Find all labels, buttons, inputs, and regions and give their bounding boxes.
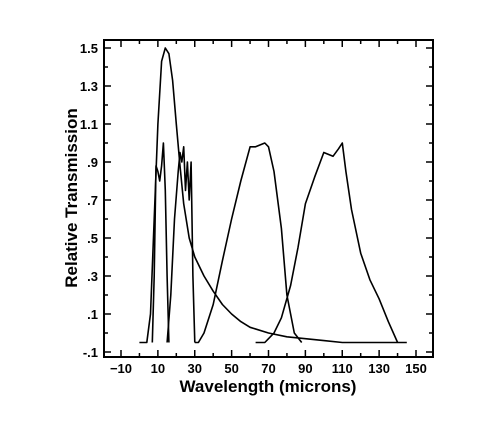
series-line-1 <box>139 47 407 344</box>
y-tick-label: 1.5 <box>80 41 98 56</box>
x-tick-label: −10 <box>110 361 132 376</box>
series-line-2 <box>151 142 170 343</box>
x-tick-label: 150 <box>405 361 427 376</box>
series-line-4 <box>194 142 303 344</box>
y-tick-label: 1.1 <box>80 117 98 132</box>
x-tick-label: 70 <box>261 361 275 376</box>
x-tick-label: 110 <box>332 361 353 376</box>
y-axis: -.1 .1 .3 .5 .7 .9 1.1 1.3 1.5 <box>80 41 433 360</box>
series-line-3 <box>166 146 196 343</box>
series-line-5 <box>255 142 399 344</box>
x-tick-label: 10 <box>151 361 165 376</box>
x-tick-label: 30 <box>188 361 202 376</box>
plot-series <box>139 47 407 344</box>
y-tick-label: .7 <box>87 193 98 208</box>
y-tick-label: .9 <box>87 155 98 170</box>
x-tick-label: 130 <box>368 361 390 376</box>
y-tick-label: .5 <box>87 231 98 246</box>
y-tick-label: 1.3 <box>80 79 98 94</box>
x-tick-label: 50 <box>224 361 238 376</box>
y-tick-label: -.1 <box>83 345 98 360</box>
y-tick-label: .1 <box>87 307 98 322</box>
x-tick-label: 90 <box>298 361 312 376</box>
x-axis-title: Wavelength (microns) <box>180 377 357 396</box>
y-axis-title: Relative Transmission <box>62 108 81 288</box>
x-axis: −10 10 30 50 70 90 110 130 150 <box>110 40 427 376</box>
y-tick-label: .3 <box>87 269 98 284</box>
